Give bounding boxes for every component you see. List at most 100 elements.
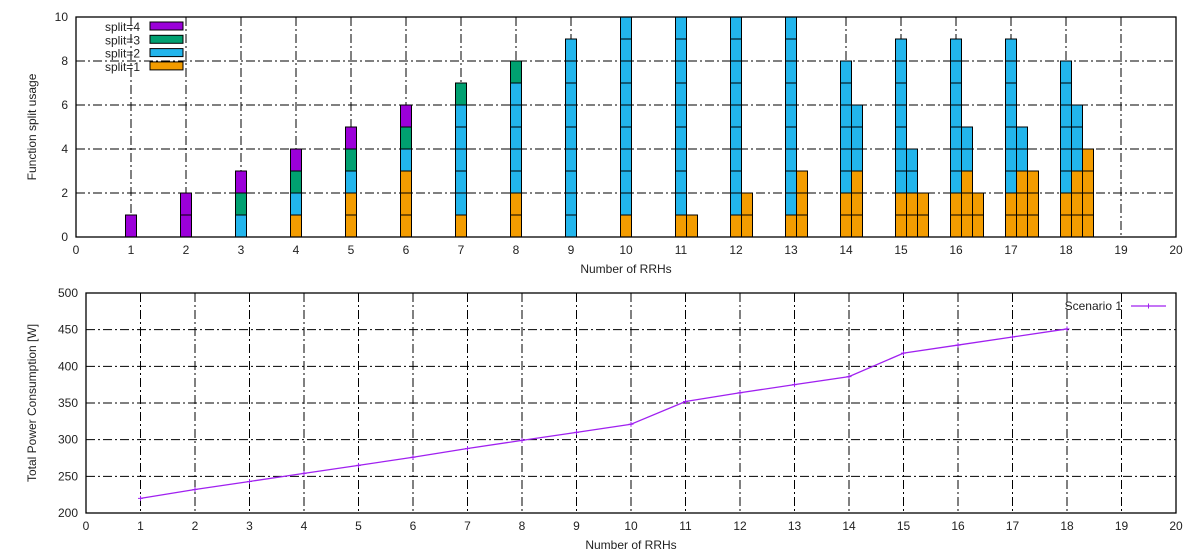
bar-segment-split-2 [455, 126, 467, 150]
bar-segment-split-2 [730, 104, 742, 128]
bar-segment-split-1 [741, 192, 753, 216]
x-tick-label: 2 [183, 243, 190, 257]
bar-segment-split-1 [1071, 214, 1083, 238]
x-tick-label: 18 [1060, 519, 1074, 533]
bar-segment-split-2 [565, 192, 577, 216]
bar-segment-split-2 [895, 126, 907, 150]
data-point [138, 495, 143, 501]
data-point [247, 478, 252, 484]
bar-segment-split-2 [785, 104, 797, 128]
bar-segment-split-2 [620, 126, 632, 150]
x-tick-label: 1 [128, 243, 135, 257]
data-point [737, 390, 743, 396]
bar-segment-split-2 [565, 214, 577, 238]
x-tick-label: 14 [842, 519, 856, 533]
bar-segment-split-2 [1071, 126, 1083, 150]
x-tick-label: 15 [897, 519, 911, 533]
bar-segment-split-2 [1005, 38, 1017, 62]
bar-segment-split-1 [620, 214, 632, 238]
bar-segment-split-2 [895, 38, 907, 62]
bar-segment-split-2 [895, 60, 907, 84]
x-tick-label: 9 [568, 243, 575, 257]
bar-segment-split-2 [620, 104, 632, 128]
bar-segment-split-3 [400, 126, 412, 150]
bar-segment-split-2 [1060, 82, 1072, 106]
bar-segment-split-1 [906, 192, 918, 216]
bar-segment-split-2 [675, 16, 687, 40]
bar-segment-split-1 [796, 192, 808, 216]
legend: Scenario 1 [1065, 299, 1166, 313]
bar-segment-split-2 [620, 82, 632, 106]
bar-segment-split-2 [455, 192, 467, 216]
bar-segment-split-3 [455, 82, 467, 106]
x-tick-label: 19 [1115, 519, 1129, 533]
bar-segment-split-2 [620, 148, 632, 172]
bar-segment-split-1 [917, 214, 929, 238]
y-tick-label: 400 [58, 359, 78, 373]
x-tick-label: 17 [1004, 243, 1018, 257]
x-tick-label: 6 [403, 243, 410, 257]
bar-segment-split-1 [961, 170, 973, 194]
bar-segment-split-3 [510, 60, 522, 84]
data-point [792, 382, 797, 388]
bar-segment-split-2 [895, 82, 907, 106]
bar-segment-split-4 [345, 126, 357, 150]
x-axis-label: Number of RRHs [580, 262, 671, 276]
bar-segment-split-2 [840, 60, 852, 84]
x-tick-label: 7 [458, 243, 465, 257]
y-tick-label: 0 [61, 230, 68, 244]
data-point [1064, 326, 1070, 332]
legend-swatch [149, 61, 184, 71]
bar-segment-split-1 [675, 214, 687, 238]
bar-segment-split-1 [1071, 170, 1083, 194]
bar-segment-split-2 [1005, 170, 1017, 194]
bar-segment-split-1 [1082, 192, 1094, 216]
bar-segment-split-2 [961, 148, 973, 172]
y-tick-label: 200 [58, 506, 78, 520]
x-tick-label: 15 [894, 243, 908, 257]
bar-segment-split-1 [455, 214, 467, 238]
bar-segment-split-2 [675, 192, 687, 216]
bar-segment-split-1 [345, 192, 357, 216]
bar-segment-split-2 [730, 82, 742, 106]
bar-segment-split-2 [730, 16, 742, 40]
plot-frame [85, 292, 1177, 514]
x-tick-label: 8 [513, 243, 520, 257]
bar-segment-split-2 [785, 60, 797, 84]
bar-segment-split-1 [1082, 214, 1094, 238]
y-tick-label: 500 [58, 286, 78, 300]
bar-segment-split-2 [1016, 126, 1028, 150]
bar-segment-split-2 [785, 192, 797, 216]
data-point [1010, 334, 1015, 340]
bar-segment-split-1 [510, 192, 522, 216]
legend-label: split=2 [105, 47, 140, 61]
bar-segment-split-2 [455, 104, 467, 128]
bar-segment-split-1 [1060, 214, 1072, 238]
x-axis-label: Number of RRHs [585, 538, 676, 552]
bar-segment-split-1 [972, 214, 984, 238]
bar-segment-split-2 [510, 126, 522, 150]
data-point [465, 445, 470, 451]
data-point [519, 437, 525, 443]
x-tick-label: 7 [464, 519, 471, 533]
bar-segment-split-2 [785, 148, 797, 172]
bar-segment-split-2 [785, 38, 797, 62]
data-point [628, 421, 634, 427]
x-tick-label: 5 [355, 519, 362, 533]
bar-segment-split-1 [400, 214, 412, 238]
series-line [140, 328, 1068, 499]
bar-segment-split-1 [851, 170, 863, 194]
bar-segment-split-2 [840, 170, 852, 194]
bar-segment-split-2 [235, 214, 247, 238]
bar-segment-split-2 [840, 82, 852, 106]
bar-segment-split-2 [675, 104, 687, 128]
bar-segment-split-2 [906, 170, 918, 194]
bar-segment-split-2 [1071, 148, 1083, 172]
y-tick-label: 350 [58, 396, 78, 410]
bar-segment-split-1 [961, 192, 973, 216]
y-tick-label: 2 [61, 186, 68, 200]
bar-segment-split-1 [895, 192, 907, 216]
bar-segment-split-2 [730, 192, 742, 216]
legend-swatch [149, 34, 184, 44]
